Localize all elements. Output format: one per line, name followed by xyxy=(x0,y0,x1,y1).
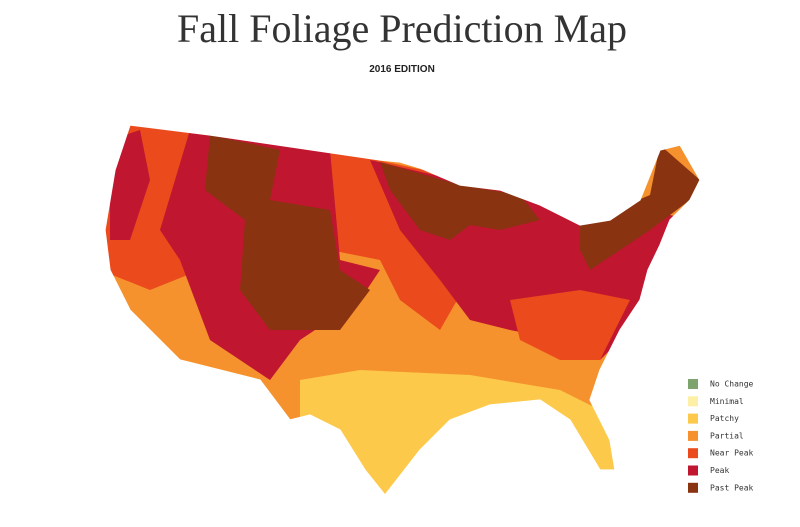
legend-label: Partial xyxy=(710,431,744,440)
legend-swatch xyxy=(688,482,698,493)
legend-swatch xyxy=(688,413,698,424)
legend-label: Patchy xyxy=(710,414,739,423)
us-map xyxy=(105,125,700,495)
legend-label: Near Peak xyxy=(710,449,754,458)
region-peak-coast xyxy=(110,130,150,240)
legend-swatch xyxy=(688,465,698,476)
legend: No Change Minimal Patchy Partial Near Peak Pe… xyxy=(688,379,754,493)
subtitle: 2016 EDITION xyxy=(369,64,435,75)
title: Fall Foliage Prediction Map xyxy=(177,6,627,51)
legend-label: No Change xyxy=(710,380,754,389)
legend-label: Peak xyxy=(710,466,729,475)
region-near-peak-east xyxy=(510,290,630,360)
legend-swatch xyxy=(688,379,698,389)
legend-swatch xyxy=(688,396,698,407)
us-outline xyxy=(104,124,701,496)
region-past-peak-north xyxy=(380,162,540,240)
legend-swatch xyxy=(688,430,698,441)
legend-label: Minimal xyxy=(710,397,744,406)
region-past-peak-northeast xyxy=(580,145,700,270)
region-past-peak-rockies xyxy=(205,135,370,330)
legend-label: Past Peak xyxy=(710,483,754,492)
legend-swatch xyxy=(688,448,698,459)
